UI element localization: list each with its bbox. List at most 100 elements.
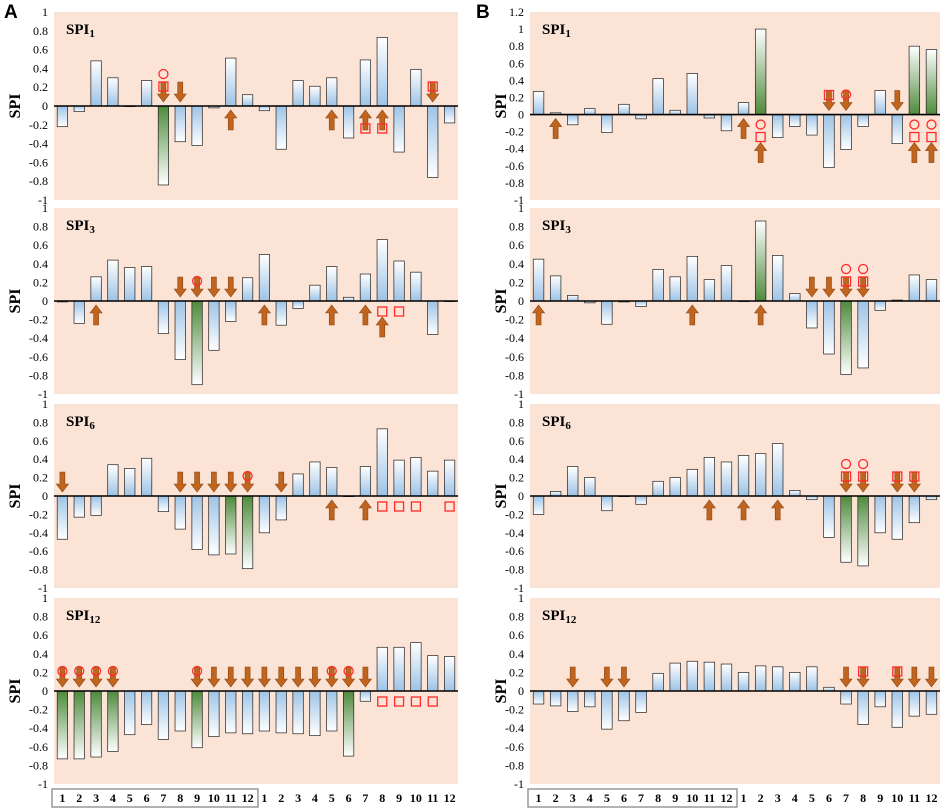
- down-arrow-marker: [822, 276, 836, 298]
- y-tick-label: -0.8: [29, 563, 48, 577]
- x-tick-label: 4: [587, 791, 593, 805]
- bar: [73, 105, 85, 112]
- x-tick-label: 2: [758, 791, 764, 805]
- y-tick-label: 1.2: [509, 5, 524, 19]
- down-arrow-marker: [156, 81, 171, 103]
- bar: [908, 274, 921, 302]
- y-tick-label: -1: [514, 581, 524, 595]
- square-marker: [158, 81, 169, 92]
- up-arrow-marker: [907, 142, 921, 163]
- bar: [840, 690, 852, 705]
- bar: [840, 114, 852, 150]
- bar: [157, 690, 169, 740]
- circle-marker: [755, 119, 766, 130]
- square-marker: [909, 131, 920, 143]
- up-arrow-marker: [358, 499, 373, 521]
- bar: [393, 459, 405, 497]
- bar: [309, 461, 321, 497]
- circle-marker: [857, 458, 869, 470]
- bar: [242, 690, 254, 735]
- y-tick-label: -0.8: [505, 563, 524, 577]
- x-tick-label: 10: [208, 791, 220, 805]
- bar: [359, 273, 371, 302]
- bar: [652, 78, 664, 115]
- bar: [326, 467, 338, 497]
- x-tick-label: 5: [329, 791, 335, 805]
- circle-marker: [840, 263, 852, 275]
- y-tick-label: 0: [42, 294, 48, 308]
- y-tick-label: -1: [514, 387, 524, 401]
- bar: [789, 293, 801, 302]
- up-arrow-marker: [771, 499, 785, 521]
- bar: [309, 85, 321, 107]
- y-tick-label: 0.6: [33, 238, 48, 252]
- x-tick-label: 7: [843, 791, 849, 805]
- bar: [157, 300, 169, 334]
- bar: [444, 105, 456, 124]
- bar: [686, 256, 698, 302]
- bar: [343, 690, 355, 757]
- down-arrow-marker: [291, 666, 305, 688]
- square-marker: [909, 471, 920, 482]
- x-tick-label: 7: [362, 791, 368, 805]
- x-tick-label: 8: [177, 791, 183, 805]
- up-arrow-marker: [924, 142, 939, 163]
- square-marker: [410, 696, 422, 707]
- y-tick-label: 0.2: [33, 471, 48, 485]
- square-marker: [892, 471, 903, 482]
- bar: [857, 300, 869, 369]
- bar: [174, 690, 186, 732]
- bar: [326, 690, 338, 732]
- bar: [242, 94, 254, 107]
- bar: [857, 114, 869, 127]
- square-marker: [823, 89, 835, 101]
- square-marker: [427, 696, 438, 707]
- up-arrow-marker: [549, 118, 563, 139]
- bar: [275, 300, 287, 326]
- down-arrow-marker: [224, 276, 238, 298]
- bar: [754, 453, 767, 497]
- bar: [925, 49, 938, 115]
- bar: [789, 114, 801, 127]
- down-arrow-marker: [173, 81, 187, 103]
- y-tick-label: -0.4: [29, 526, 48, 540]
- bar: [703, 457, 716, 497]
- y-tick-label: 0.6: [33, 628, 48, 642]
- y-tick-label: 0.6: [509, 434, 524, 448]
- y-tick-label: -0.6: [505, 159, 524, 173]
- panel-label-b: B: [476, 2, 490, 23]
- bar: [669, 662, 681, 692]
- down-arrow-marker: [89, 666, 103, 688]
- bar: [292, 80, 304, 107]
- y-tick-label: -0.8: [29, 368, 48, 382]
- down-arrow-marker: [856, 471, 870, 493]
- x-tick-label: 12: [925, 791, 937, 805]
- down-arrow-marker: [805, 276, 819, 298]
- plot-background: [530, 12, 940, 200]
- bar: [669, 276, 681, 302]
- up-arrow-marker: [375, 316, 389, 338]
- y-axis-label: SPI: [7, 289, 24, 314]
- bar: [720, 114, 733, 132]
- y-tick-label: 0.6: [33, 43, 48, 57]
- y-tick-label: 0.6: [509, 56, 524, 70]
- y-tick-label: -0.2: [29, 313, 48, 327]
- bar: [567, 690, 579, 712]
- bar: [652, 672, 664, 692]
- bar: [720, 265, 733, 302]
- x-tick-label: 12: [720, 791, 732, 805]
- circle-marker: [343, 665, 354, 677]
- bar: [225, 495, 237, 555]
- y-tick-label: -0.4: [505, 142, 524, 156]
- x-tick-label: 6: [144, 791, 150, 805]
- square-marker: [360, 123, 371, 134]
- square-marker: [926, 131, 937, 143]
- y-tick-label: -0.4: [505, 331, 524, 345]
- bar: [772, 666, 784, 692]
- chart-title: SPI6: [66, 414, 95, 432]
- down-arrow-marker: [190, 471, 204, 493]
- down-arrow-marker: [856, 666, 870, 688]
- y-tick-label: 0.4: [33, 257, 48, 271]
- bar: [618, 690, 630, 722]
